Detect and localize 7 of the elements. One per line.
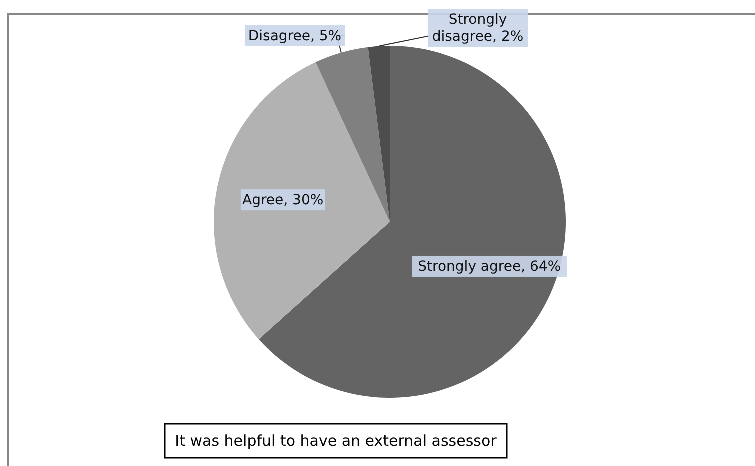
slice-label: Agree, 30%: [242, 192, 324, 209]
text: It was helpful to have an external assessor: [175, 432, 498, 450]
slice-label: Disagree, 5%: [248, 28, 342, 44]
pie-slice: [368, 46, 390, 222]
slice-label: Strongly disagree, 2%: [432, 12, 524, 45]
pie-slice: [214, 62, 390, 340]
slice-label: Strongly agree, 64%: [418, 258, 562, 275]
